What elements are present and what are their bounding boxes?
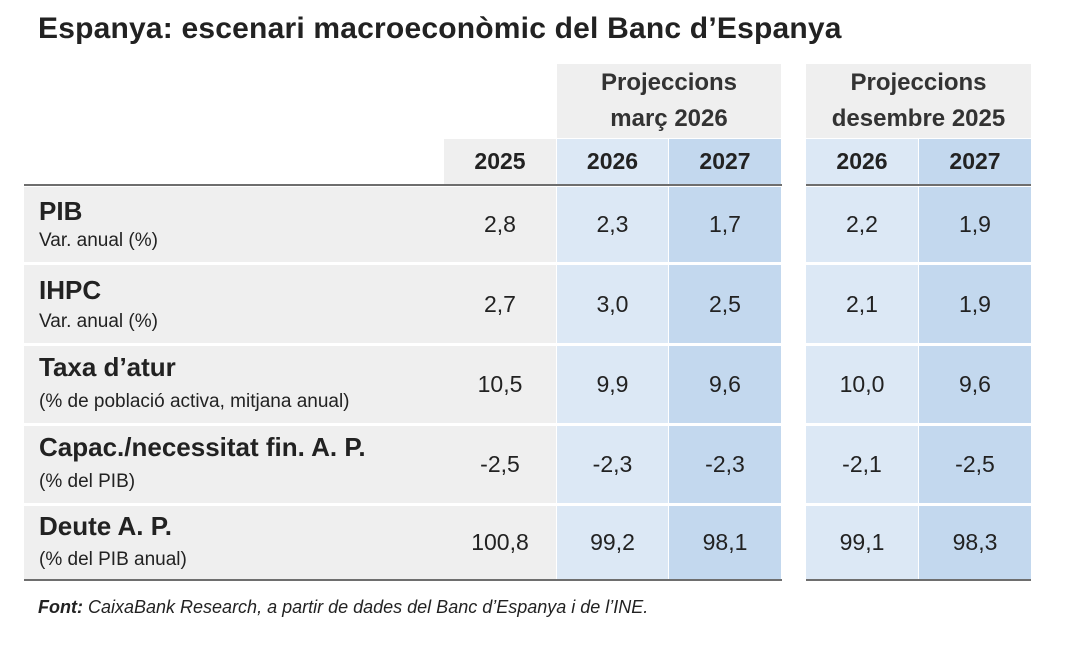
table-cell: -2,5 xyxy=(444,426,556,503)
table-cell: 98,1 xyxy=(669,506,781,579)
header-rule xyxy=(806,184,1031,186)
table-cell: 9,6 xyxy=(919,346,1031,423)
source-text: CaixaBank Research, a partir de dades de… xyxy=(82,597,649,617)
year-header: 2026 xyxy=(557,139,668,184)
table-cell: 2,5 xyxy=(669,265,781,343)
page-title: Espanya: escenari macroeconòmic del Banc… xyxy=(38,12,842,45)
table-cell: 10,5 xyxy=(444,346,556,423)
table-cell: 2,2 xyxy=(806,187,918,262)
row-title: PIB xyxy=(39,196,83,226)
table-cell: 1,9 xyxy=(919,265,1031,343)
table-cell: -2,1 xyxy=(806,426,918,503)
row-subtitle: (% de població activa, mitjana anual) xyxy=(39,391,350,412)
group-header-december-2025: Projeccions desembre 2025 xyxy=(806,64,1031,138)
table-cell: 2,1 xyxy=(806,265,918,343)
table-cell: 1,7 xyxy=(669,187,781,262)
bottom-rule xyxy=(24,579,782,581)
row-subtitle: Var. anual (%) xyxy=(39,311,158,332)
table-cell: 9,6 xyxy=(669,346,781,423)
year-header: 2025 xyxy=(444,139,556,184)
table-cell: 100,8 xyxy=(444,506,556,579)
row-subtitle: (% del PIB anual) xyxy=(39,549,187,570)
row-title: Capac./necessitat fin. A. P. xyxy=(39,432,366,462)
source-note: Font: CaixaBank Research, a partir de da… xyxy=(38,597,648,618)
group-header-line2: desembre 2025 xyxy=(831,105,1006,132)
table-cell: -2,3 xyxy=(669,426,781,503)
row-subtitle: Var. anual (%) xyxy=(39,230,158,251)
group-header-line1: Projeccions xyxy=(850,69,987,96)
table-cell: 2,3 xyxy=(557,187,668,262)
row-subtitle: (% del PIB) xyxy=(39,471,136,492)
header-rule xyxy=(24,184,782,186)
source-prefix: Font: xyxy=(38,597,83,617)
row-title: IHPC xyxy=(39,275,102,305)
row-label-pib: PIB Var. anual (%) xyxy=(24,187,444,262)
table-cell: 9,9 xyxy=(557,346,668,423)
group-header-march-2026: Projeccions març 2026 xyxy=(557,64,781,138)
year-header: 2026 xyxy=(806,139,918,184)
table-cell: 2,7 xyxy=(444,265,556,343)
row-label-public-debt: Deute A. P. (% del PIB anual) xyxy=(24,506,444,579)
year-header: 2027 xyxy=(919,139,1031,184)
bottom-rule xyxy=(806,579,1031,581)
table-cell: 2,8 xyxy=(444,187,556,262)
table-cell: 99,2 xyxy=(557,506,668,579)
table-cell: -2,3 xyxy=(557,426,668,503)
row-label-fiscal-balance: Capac./necessitat fin. A. P. (% del PIB) xyxy=(24,426,444,503)
row-title: Deute A. P. xyxy=(39,511,172,541)
table-cell: 1,9 xyxy=(919,187,1031,262)
year-header: 2027 xyxy=(669,139,781,184)
group-header-line1: Projeccions xyxy=(600,69,738,96)
table-cell: 98,3 xyxy=(919,506,1031,579)
row-label-ihpc: IHPC Var. anual (%) xyxy=(24,265,444,343)
table-cell: 99,1 xyxy=(806,506,918,579)
row-title: Taxa d’atur xyxy=(39,352,176,382)
row-label-unemployment: Taxa d’atur (% de població activa, mitja… xyxy=(24,346,444,423)
table-cell: 3,0 xyxy=(557,265,668,343)
table-cell: -2,5 xyxy=(919,426,1031,503)
group-header-line2: març 2026 xyxy=(610,105,728,132)
table-cell: 10,0 xyxy=(806,346,918,423)
